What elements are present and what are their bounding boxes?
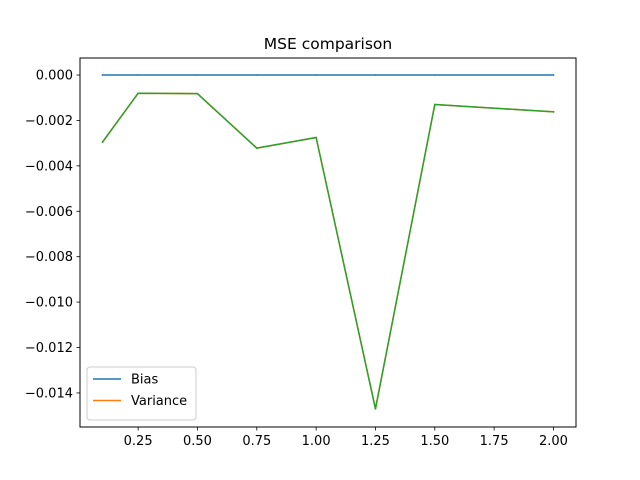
- y-tick-label-2: −0.002: [25, 114, 73, 129]
- series-3-point-8: [552, 111, 555, 113]
- series-3-point-5: [315, 136, 317, 139]
- x-tick-label-7: 1.75: [480, 434, 509, 449]
- series-1-point-3: [196, 74, 199, 76]
- axes-layer: 0.25 0.50 0.75 1.00 1.25 1.50 1.75 2.00 0.000 −0.…: [25, 69, 568, 449]
- x-tick-label-8: 2.00: [539, 434, 568, 449]
- plot-frame: [79, 57, 577, 428]
- legend: Bias Variance: [86, 366, 197, 421]
- series-1-point-8: [552, 74, 555, 76]
- y-tick-label-8: −0.014: [25, 386, 73, 401]
- series-3-point-4: [256, 147, 258, 149]
- chart-title: MSE comparison: [264, 35, 392, 53]
- series-line-3: [101, 92, 555, 410]
- series-3-point-7: [434, 103, 436, 106]
- series-layer: [101, 74, 555, 410]
- series-3-point-6: [374, 408, 377, 410]
- y-tick-label-3: −0.004: [25, 159, 73, 174]
- series-1-point-7: [434, 74, 436, 76]
- legend-box: [86, 366, 197, 421]
- y-tick-label-1: 0.000: [36, 69, 73, 84]
- x-tick-label-4: 1.00: [302, 434, 331, 449]
- series-1-point-6: [374, 74, 377, 76]
- series-1-point-4: [256, 74, 258, 76]
- x-tick-label-5: 1.25: [361, 434, 390, 449]
- y-tick-label-6: −0.010: [25, 296, 73, 311]
- plot-area: [80, 58, 576, 427]
- series-1-point-5: [315, 74, 317, 76]
- series-1-point-1: [101, 74, 104, 76]
- series-3-point-2: [137, 92, 139, 94]
- series-3-point-3: [196, 92, 199, 95]
- legend-label-1: Bias: [131, 373, 158, 388]
- y-tick-label-7: −0.012: [25, 341, 73, 356]
- x-tick-label-3: 0.75: [242, 434, 271, 449]
- x-tick-label-1: 0.25: [124, 434, 153, 449]
- y-tick-label-5: −0.008: [25, 250, 73, 265]
- x-tick-label-6: 1.50: [420, 434, 449, 449]
- legend-label-2: Variance: [131, 394, 187, 409]
- x-tick-label-2: 0.50: [183, 434, 212, 449]
- series-1-point-2: [137, 74, 139, 76]
- series-3-point-1: [101, 141, 104, 143]
- y-tick-label-4: −0.006: [25, 205, 73, 220]
